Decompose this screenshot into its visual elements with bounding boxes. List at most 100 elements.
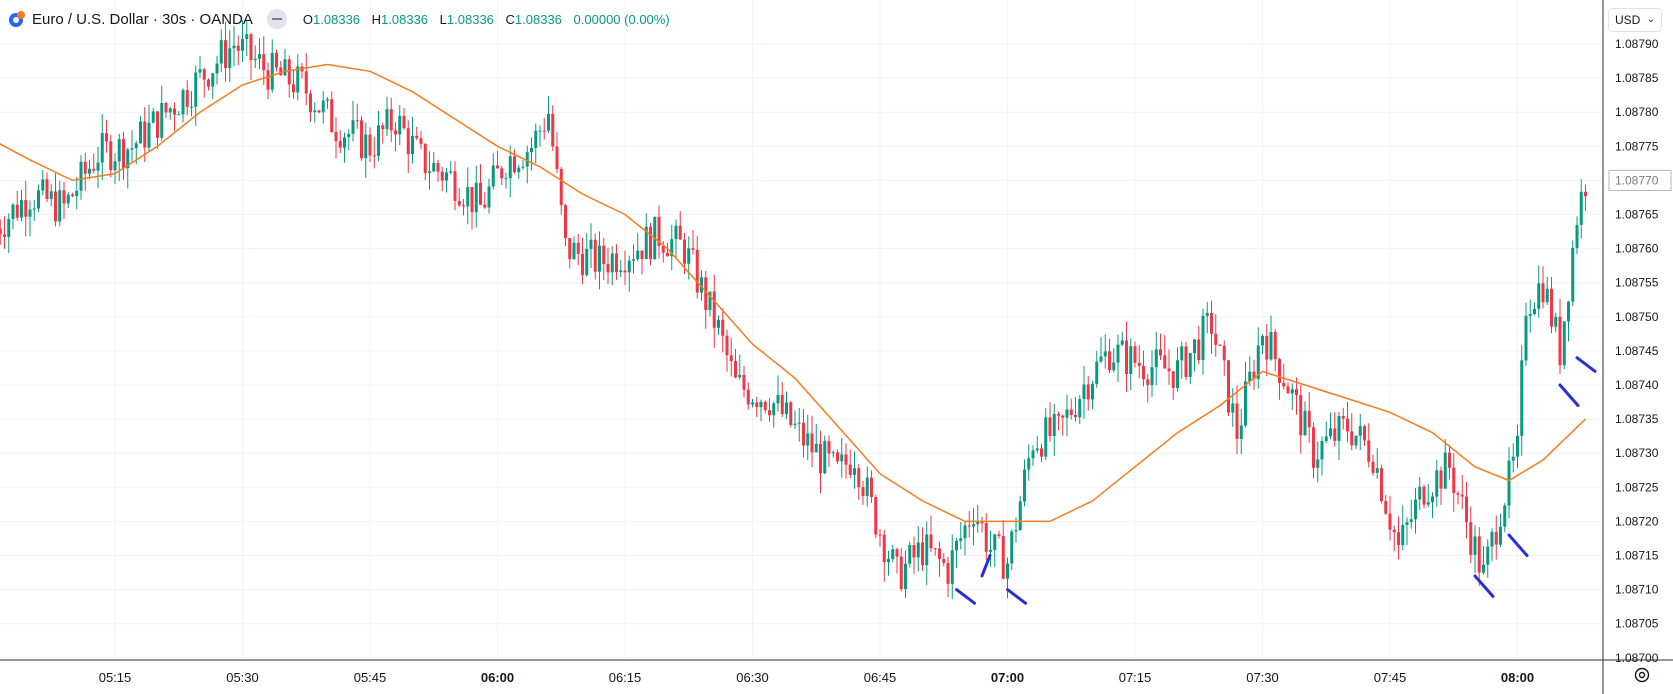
candle-body <box>402 115 406 129</box>
candle-body <box>1473 536 1477 555</box>
candle-body <box>1541 283 1545 303</box>
candle-body <box>547 113 550 131</box>
candle-body <box>619 270 623 273</box>
candle-body <box>1537 283 1541 309</box>
y-tick-label: 1.08765 <box>1615 208 1659 222</box>
candle-body <box>1010 531 1014 564</box>
candle-body <box>445 172 448 181</box>
candle-body <box>606 264 610 273</box>
candle-body <box>279 67 283 76</box>
candle-body <box>1439 470 1443 489</box>
candle-body <box>670 239 674 257</box>
y-tick-label: 1.08720 <box>1615 514 1659 528</box>
candle-body <box>75 190 79 197</box>
candle-body <box>700 277 703 293</box>
candle-body <box>712 291 716 328</box>
candle-body <box>1227 360 1230 413</box>
candle-body <box>1222 345 1226 361</box>
candle-body <box>831 452 835 454</box>
close-value: 1.08336 <box>514 11 562 27</box>
candle-body <box>296 66 300 93</box>
candle-body <box>1248 371 1252 382</box>
candle-body <box>24 200 28 217</box>
candle-body <box>882 534 886 563</box>
symbol-legend: Euro / U.S. Dollar · 30s · OANDA O 1.0833… <box>8 8 678 30</box>
candle-body <box>211 73 215 87</box>
candle-body <box>891 549 895 560</box>
signal-marker <box>1558 383 1580 407</box>
y-tick-label: 1.08790 <box>1615 37 1659 51</box>
candle-body <box>1265 335 1269 360</box>
open-label: O <box>302 11 314 27</box>
candle-body <box>11 204 15 220</box>
x-tick-label: 07:00 <box>991 670 1024 685</box>
candle-body <box>143 121 147 148</box>
currency-dropdown[interactable]: USD ⌄ <box>1608 8 1662 32</box>
candle-body <box>691 248 695 250</box>
candle-body <box>20 200 23 218</box>
candle-body <box>113 161 117 171</box>
candle-body <box>746 389 750 405</box>
candle-body <box>1031 450 1035 459</box>
candle-body <box>1231 403 1235 413</box>
candle-body <box>1435 470 1439 497</box>
candle-body <box>88 168 91 174</box>
moving-average-line <box>0 63 1587 523</box>
candle-body <box>355 120 359 122</box>
x-tick-label: 07:45 <box>1374 670 1407 685</box>
candle-body <box>1490 531 1494 547</box>
candle-body <box>1558 316 1562 366</box>
candle-body <box>1120 340 1124 345</box>
candle-body <box>1044 417 1048 457</box>
candle-body <box>1320 441 1324 460</box>
candle-body <box>377 125 380 156</box>
candle-body <box>857 468 861 488</box>
currency-label: USD <box>1615 13 1641 27</box>
candle-body <box>1307 410 1311 428</box>
candle-body <box>797 422 801 424</box>
minus-icon <box>271 18 282 20</box>
candle-body <box>763 401 767 411</box>
candle-body <box>1354 435 1358 446</box>
candle-body <box>190 106 193 108</box>
candle-body <box>126 149 130 169</box>
candle-body <box>1057 413 1060 416</box>
candle-body <box>984 523 988 552</box>
settings-gear-icon[interactable] <box>1632 665 1652 685</box>
candle-body <box>1184 346 1188 377</box>
x-tick-label: 05:30 <box>226 670 259 685</box>
candle-body <box>1252 371 1256 379</box>
candle-body <box>496 165 499 169</box>
x-tick-label: 05:15 <box>99 670 132 685</box>
candle-body <box>1099 356 1103 362</box>
candle-body <box>683 239 686 264</box>
candle-body <box>725 335 729 356</box>
candle-body <box>1290 389 1294 394</box>
candle-body <box>1205 312 1209 316</box>
candle-body <box>751 402 754 405</box>
symbol-title[interactable]: Euro / U.S. Dollar · 30s · OANDA <box>32 10 253 28</box>
candle-body <box>1380 468 1383 502</box>
candle-body <box>41 179 45 191</box>
moving-average-path <box>0 63 1587 523</box>
candle-body <box>704 277 708 310</box>
candle-body <box>470 187 474 213</box>
candle-body <box>423 144 427 173</box>
candle-body <box>1460 494 1464 497</box>
candle-body <box>819 443 822 474</box>
candle-body <box>708 291 712 310</box>
candle-body <box>912 545 916 558</box>
candle-body <box>1584 191 1587 197</box>
candle-body <box>1027 458 1031 470</box>
candle-body <box>207 79 210 87</box>
candle-body <box>1303 410 1307 436</box>
candle-body <box>1286 386 1290 394</box>
candle-body <box>559 168 563 206</box>
candle-body <box>483 204 487 208</box>
candle-body <box>185 90 189 107</box>
candle-body <box>453 171 457 201</box>
collapse-legend-button[interactable] <box>266 9 287 29</box>
candle-body <box>1358 426 1362 436</box>
signal-marker <box>1006 588 1027 605</box>
